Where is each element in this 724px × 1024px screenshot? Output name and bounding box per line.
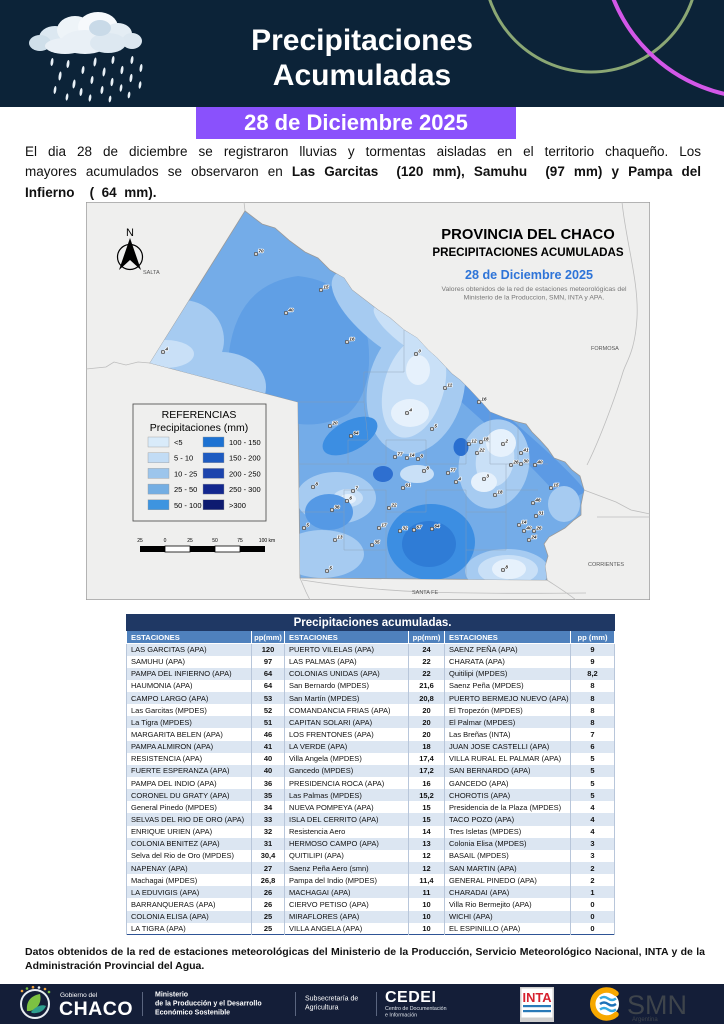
svg-text:150 - 200: 150 - 200	[229, 454, 261, 463]
svg-text:7: 7	[355, 485, 358, 490]
svg-text:36: 36	[334, 504, 340, 509]
svg-text:PROVINCIA DEL CHACO: PROVINCIA DEL CHACO	[441, 227, 614, 243]
svg-text:67: 67	[416, 524, 422, 529]
svg-text:e Información: e Información	[385, 1013, 417, 1019]
svg-text:11: 11	[447, 382, 452, 387]
svg-text:32: 32	[402, 525, 408, 530]
svg-text:INTA: INTA	[523, 990, 553, 1005]
svg-text:Subsecretaría de: Subsecretaría de	[305, 996, 358, 1003]
svg-text:CEDEI: CEDEI	[385, 989, 436, 1006]
svg-text:26: 26	[535, 525, 542, 530]
svg-text:25: 25	[137, 538, 143, 544]
svg-text:8: 8	[315, 481, 318, 486]
svg-text:15: 15	[553, 482, 559, 487]
svg-text:17: 17	[381, 522, 387, 527]
svg-text:100 km: 100 km	[259, 538, 275, 544]
svg-text:77: 77	[450, 467, 456, 472]
svg-text:46: 46	[534, 497, 541, 502]
svg-text:2: 2	[504, 438, 508, 443]
svg-text:5: 5	[329, 565, 332, 570]
svg-text:31: 31	[538, 510, 544, 515]
svg-text:4: 4	[408, 407, 412, 412]
svg-text:SMN: SMN	[627, 990, 687, 1020]
svg-text:8: 8	[505, 564, 508, 569]
svg-text:8: 8	[420, 453, 423, 458]
svg-text:4: 4	[457, 476, 461, 481]
svg-text:0: 0	[164, 538, 167, 544]
svg-text:20: 20	[331, 420, 338, 425]
svg-text:5: 5	[434, 423, 437, 428]
svg-text:16: 16	[481, 396, 487, 401]
svg-text:FORMOSA: FORMOSA	[591, 346, 619, 352]
svg-text:Valores obtenidos de la red de: Valores obtenidos de la red de estacione…	[441, 286, 627, 293]
svg-text:64: 64	[353, 430, 359, 435]
svg-text:Ministerio de la Produccion, S: Ministerio de la Produccion, SMN, INTA y…	[464, 295, 605, 302]
svg-text:41: 41	[522, 447, 529, 452]
svg-text:14: 14	[409, 452, 415, 457]
svg-text:24: 24	[530, 534, 537, 539]
svg-text:35: 35	[374, 539, 380, 544]
svg-text:Ministerio: Ministerio	[155, 992, 188, 999]
svg-text:40: 40	[525, 525, 532, 530]
svg-text:200 - 250: 200 - 250	[229, 469, 261, 478]
svg-text:SALTA: SALTA	[143, 270, 160, 276]
svg-text:6: 6	[349, 495, 352, 500]
svg-text:0: 0	[418, 348, 421, 353]
svg-text:Agricultura: Agricultura	[305, 1005, 339, 1012]
svg-text:75: 75	[237, 538, 243, 544]
svg-text:28 de Diciembre 2025: 28 de Diciembre 2025	[465, 268, 593, 282]
svg-text:8: 8	[426, 465, 429, 470]
svg-text:26: 26	[512, 459, 519, 464]
svg-text:50: 50	[212, 538, 218, 544]
svg-text:18: 18	[497, 489, 503, 494]
svg-text:SANTA FE: SANTA FE	[412, 590, 439, 596]
svg-text:Gobierno del: Gobierno del	[60, 992, 98, 999]
svg-text:50 - 100: 50 - 100	[174, 501, 202, 510]
svg-text:18: 18	[483, 436, 489, 441]
svg-text:Centro de Documentación: Centro de Documentación	[385, 1006, 447, 1012]
svg-text:>300: >300	[229, 501, 246, 510]
svg-text:22: 22	[478, 447, 485, 452]
svg-text:40: 40	[287, 307, 294, 312]
svg-text:100 - 150: 100 - 150	[229, 438, 261, 447]
svg-text:64: 64	[434, 523, 440, 528]
svg-text:16: 16	[349, 336, 355, 341]
svg-text:<5: <5	[174, 438, 183, 447]
svg-text:250 - 300: 250 - 300	[229, 485, 261, 494]
svg-text:25 - 50: 25 - 50	[174, 485, 197, 494]
svg-text:5 - 10: 5 - 10	[174, 454, 193, 463]
svg-text:61: 61	[405, 482, 411, 487]
svg-text:Argentina: Argentina	[632, 1017, 658, 1023]
svg-text:5: 5	[306, 522, 309, 527]
svg-text:25: 25	[187, 538, 193, 544]
svg-text:N: N	[126, 227, 134, 239]
svg-text:4: 4	[164, 346, 168, 351]
svg-text:40: 40	[536, 459, 543, 464]
svg-text:13: 13	[337, 534, 343, 539]
svg-text:22: 22	[390, 502, 397, 507]
svg-text:CORRIENTES: CORRIENTES	[588, 562, 624, 568]
svg-text:70: 70	[258, 248, 264, 253]
svg-text:3: 3	[486, 473, 489, 478]
svg-text:Precipitaciones (mm): Precipitaciones (mm)	[150, 422, 249, 434]
svg-text:PRECIPITACIONES ACUMULADAS: PRECIPITACIONES ACUMULADAS	[432, 246, 624, 259]
svg-text:Económico Sostenible: Económico Sostenible	[155, 1010, 230, 1017]
svg-text:12: 12	[471, 438, 477, 443]
svg-text:10 - 25: 10 - 25	[174, 469, 197, 478]
svg-text:77: 77	[397, 451, 403, 456]
svg-text:14: 14	[521, 519, 527, 524]
svg-text:CHACO: CHACO	[59, 998, 133, 1020]
svg-text:REFERENCIAS: REFERENCIAS	[162, 409, 237, 421]
svg-text:30: 30	[523, 458, 529, 463]
svg-text:15: 15	[323, 284, 329, 289]
svg-text:de la Producción y el Desarrol: de la Producción y el Desarrollo	[155, 1001, 262, 1008]
